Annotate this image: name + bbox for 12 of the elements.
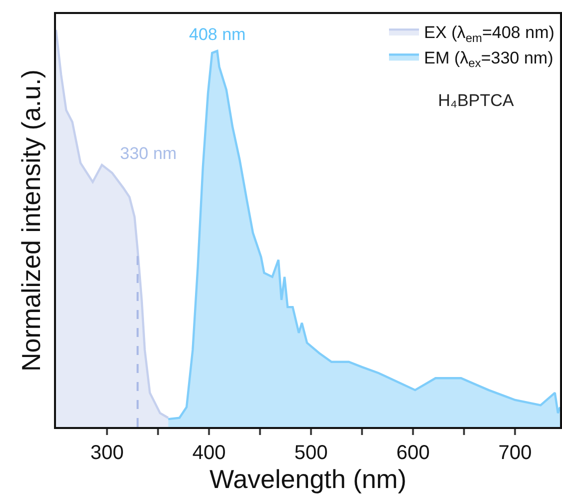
legend-label: EM (λ$_{ex}$=330 nm) — [424, 48, 554, 70]
x-tick-label: 500 — [294, 442, 328, 464]
annotation: 330 nm — [120, 144, 177, 163]
x-tick-label: 600 — [396, 442, 430, 464]
annotation: 408 nm — [189, 25, 246, 44]
x-axis-title: Wavelength (nm) — [210, 464, 406, 494]
x-tick-label: 700 — [498, 442, 532, 464]
legend-label: EX (λ$_{em}$=408 nm) — [424, 23, 554, 45]
annotation: H₄BPTCA — [438, 91, 515, 110]
x-tick-label: 400 — [192, 442, 226, 464]
y-axis-title: Normalized intensity (a.u.) — [16, 70, 46, 372]
x-tick-label: 300 — [90, 442, 124, 464]
